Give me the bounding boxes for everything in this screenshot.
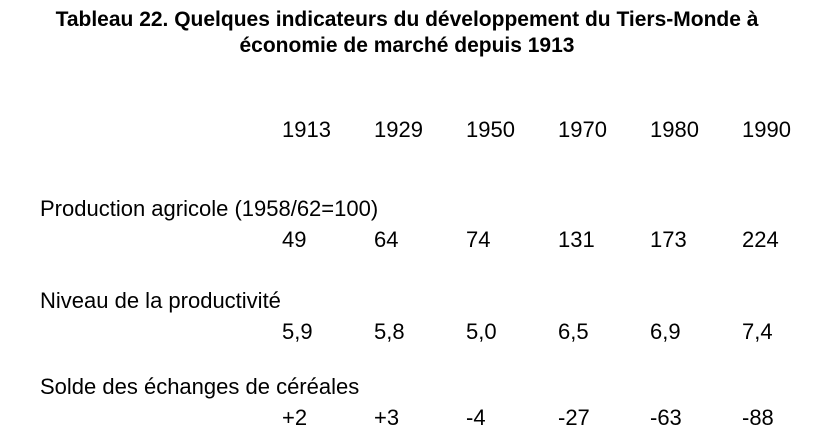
value-cell: -4 xyxy=(466,405,486,430)
row-label-production-agricole: Production agricole (1958/62=100) xyxy=(40,196,379,221)
year-header-1980: 1980 xyxy=(650,117,699,142)
value-row-niveau-productivite: 5,9 5,8 5,0 6,5 6,9 7,4 xyxy=(0,316,814,347)
value-cell: -27 xyxy=(558,405,590,430)
indicator-section-agriculture: Production agricole (1958/62=100) 49 64 … xyxy=(0,193,814,255)
value-cell: -63 xyxy=(650,405,682,430)
table-title: Tableau 22. Quelques indicateurs du déve… xyxy=(0,0,814,59)
row-label-niveau-productivite: Niveau de la productivité xyxy=(40,288,281,313)
label-column-spacer xyxy=(40,114,282,145)
value-cell: +2 xyxy=(282,405,308,430)
value-cell: 131 xyxy=(558,227,595,252)
indicator-section-cereales: Solde des échanges de céréales +2 +3 -4 … xyxy=(0,371,814,433)
value-cell: 5,0 xyxy=(466,319,497,344)
value-row-solde-echanges-cereales: +2 +3 -4 -27 -63 -88 xyxy=(0,402,814,433)
value-cell: 49 xyxy=(282,227,307,252)
value-cell: 5,8 xyxy=(374,319,405,344)
value-cell: 64 xyxy=(374,227,399,252)
label-column-spacer xyxy=(40,224,282,255)
table-title-line-1: Tableau 22. Quelques indicateurs du déve… xyxy=(55,8,759,31)
value-cell: 7,4 xyxy=(742,319,773,344)
year-header-1929: 1929 xyxy=(374,117,423,142)
value-cell: -88 xyxy=(742,405,774,430)
value-cell: 6,9 xyxy=(650,319,681,344)
value-cell: 5,9 xyxy=(282,319,313,344)
label-column-spacer xyxy=(40,402,282,433)
value-cell: 173 xyxy=(650,227,687,252)
year-header-1970: 1970 xyxy=(558,117,607,142)
value-cell: +3 xyxy=(374,405,400,430)
row-label-solde-echanges-cereales: Solde des échanges de céréales xyxy=(40,374,360,399)
indicator-section-productivite: Niveau de la productivité 5,9 5,8 5,0 6,… xyxy=(0,285,814,347)
label-column-spacer xyxy=(40,316,282,347)
year-header-1950: 1950 xyxy=(466,117,515,142)
year-header-1913: 1913 xyxy=(282,117,331,142)
year-header-1990: 1990 xyxy=(742,117,791,142)
year-header-row: 1913 1929 1950 1970 1980 1990 xyxy=(0,114,814,145)
table-title-line-2: économie de marché depuis 1913 xyxy=(239,34,575,57)
value-row-production-agricole: 49 64 74 131 173 224 xyxy=(0,224,814,255)
value-cell: 224 xyxy=(742,227,779,252)
value-cell: 74 xyxy=(466,227,491,252)
value-cell: 6,5 xyxy=(558,319,589,344)
